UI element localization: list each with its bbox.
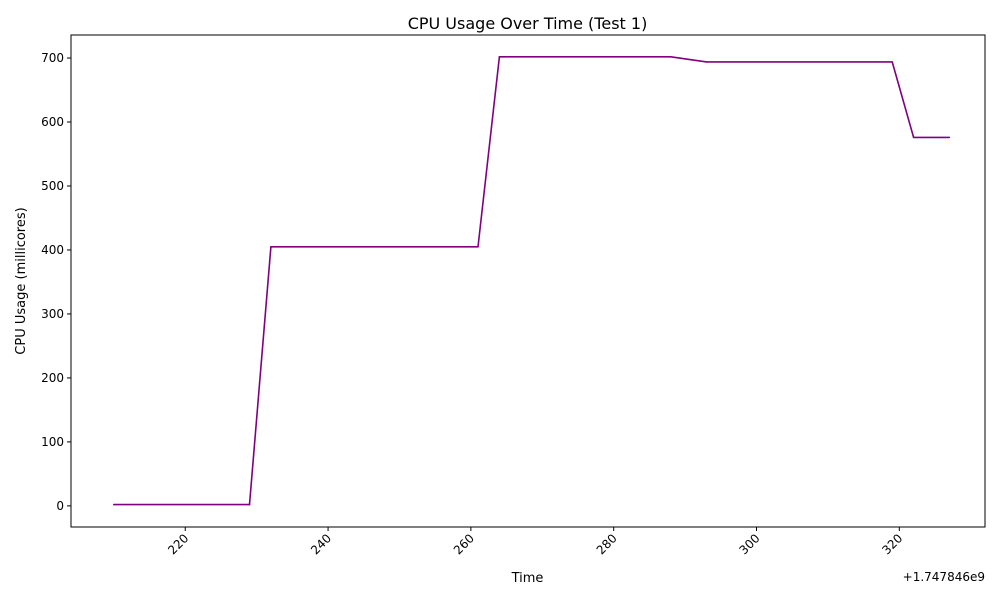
x-tick-label: 280 <box>594 531 620 557</box>
data-point <box>912 136 915 139</box>
data-point <box>498 55 501 58</box>
y-tick-label: 300 <box>41 307 64 321</box>
x-tick-label: 240 <box>308 531 334 557</box>
chart-title: CPU Usage Over Time (Test 1) <box>408 14 648 33</box>
data-point <box>270 245 272 248</box>
x-axis-title: Time <box>511 571 544 586</box>
y-tick-label: 700 <box>41 51 64 65</box>
x-axis: 220 240 260 280 300 320 <box>165 527 905 557</box>
data-point <box>670 55 672 58</box>
plot-frame <box>70 34 986 528</box>
series-layer <box>113 55 951 506</box>
y-tick-label: 600 <box>41 115 64 129</box>
x-tick-label: 320 <box>879 531 905 557</box>
x-axis-offset-label: +1.747846e9 <box>903 570 985 584</box>
x-tick-label: 260 <box>451 531 477 557</box>
y-tick-label: 0 <box>56 499 64 513</box>
data-point <box>477 245 479 248</box>
data-point <box>705 61 708 63</box>
data-point <box>948 136 951 139</box>
data-point <box>113 503 115 506</box>
y-tick-label: 500 <box>41 179 64 193</box>
y-tick-label: 100 <box>41 435 64 449</box>
y-tick-label: 200 <box>41 371 64 385</box>
data-point <box>891 61 893 63</box>
plot-area: 0 100 200 300 400 500 600 700 220 240 260 280 300 32… <box>41 34 986 557</box>
data-point <box>248 503 251 506</box>
y-axis-title: CPU Usage (millicores) <box>14 207 29 354</box>
x-tick-label: 300 <box>737 531 763 557</box>
y-tick-label: 400 <box>41 243 64 257</box>
series-line <box>113 55 950 506</box>
x-tick-label: 220 <box>165 531 191 557</box>
y-axis: 0 100 200 300 400 500 600 700 <box>41 51 71 513</box>
